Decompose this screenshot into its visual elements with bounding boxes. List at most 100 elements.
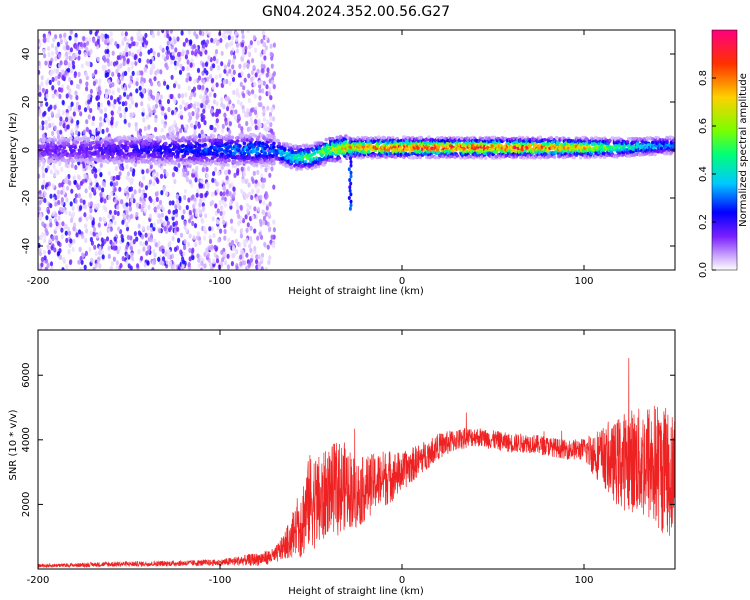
heatmap-cell <box>129 112 133 118</box>
heatmap-cell <box>223 68 227 74</box>
heatmap-cell <box>53 138 58 142</box>
heatmap-cell <box>300 156 305 160</box>
heatmap-cell <box>255 146 260 151</box>
heatmap-cell <box>67 104 71 111</box>
heatmap-cell <box>240 71 244 77</box>
heatmap-cell <box>99 172 103 178</box>
heatmap-cell <box>58 161 62 167</box>
heatmap-cell <box>237 92 241 99</box>
heatmap-cell <box>250 253 254 259</box>
heatmap-cell <box>249 116 253 123</box>
heatmap-cell <box>72 226 76 232</box>
heatmap-cell <box>184 125 188 131</box>
heatmap-cell <box>263 151 267 156</box>
heatmap-cell <box>122 202 126 208</box>
heatmap-cell <box>95 205 99 211</box>
heatmap-cell <box>111 50 115 56</box>
heatmap-cell <box>205 30 209 35</box>
heatmap-cell <box>139 240 143 246</box>
heatmap-cell <box>48 79 52 85</box>
heatmap-cell <box>60 227 64 233</box>
heatmap-cell <box>250 137 254 142</box>
heatmap-cell <box>204 49 208 55</box>
heatmap-cell <box>115 68 119 75</box>
heatmap-cell <box>215 161 219 166</box>
heatmap-cell <box>49 203 53 209</box>
heatmap-cell <box>149 59 153 65</box>
heatmap-cell <box>105 117 109 123</box>
heatmap-cell <box>193 91 197 98</box>
heatmap-cell <box>265 205 269 211</box>
heatmap-cell <box>121 219 125 225</box>
heatmap-cell <box>197 257 201 263</box>
heatmap-cell <box>177 162 181 168</box>
heatmap-cell <box>83 173 87 179</box>
heatmap-cell <box>58 254 63 260</box>
heatmap-cell <box>144 32 148 39</box>
heatmap-cell <box>191 172 195 178</box>
heatmap-cell <box>123 118 127 124</box>
heatmap-cell <box>182 172 186 178</box>
heatmap-cell <box>218 73 222 79</box>
heatmap-cell <box>216 208 220 214</box>
heatmap-cell <box>271 116 276 122</box>
heatmap-cell <box>235 249 239 255</box>
heatmap-cell <box>138 57 142 64</box>
heatmap-cell <box>38 162 41 168</box>
heatmap-cell <box>251 178 255 184</box>
heatmap-cell <box>80 63 84 69</box>
heatmap-cell <box>146 245 150 251</box>
heatmap-cell <box>184 92 188 98</box>
heatmap-cell <box>72 111 76 117</box>
heatmap-cell <box>140 101 144 107</box>
heatmap-cell <box>59 60 63 66</box>
heatmap-cell <box>103 198 107 204</box>
heatmap-cell <box>310 166 314 171</box>
heatmap-cell <box>153 76 157 82</box>
heatmap-cell <box>220 97 224 103</box>
heatmap-cell <box>212 63 216 69</box>
heatmap-cell <box>46 244 50 250</box>
heatmap-cell <box>45 230 49 236</box>
heatmap-cell <box>38 84 42 90</box>
heatmap-cell <box>158 199 163 206</box>
heatmap-cell <box>43 37 47 44</box>
heatmap-cell <box>263 55 267 61</box>
heatmap-cell <box>196 231 200 237</box>
heatmap-cell <box>225 189 229 195</box>
heatmap-cell <box>156 68 160 74</box>
heatmap-cell <box>264 194 268 200</box>
heatmap-cell <box>245 227 249 233</box>
heatmap-cell <box>232 159 237 163</box>
heatmap-cell <box>202 235 207 241</box>
heatmap-cell <box>241 34 245 40</box>
heatmap-cell <box>40 81 44 87</box>
heatmap-cell <box>247 73 251 79</box>
heatmap-cell <box>169 225 173 231</box>
heatmap-cell <box>47 249 51 255</box>
heatmap-cell <box>129 186 134 192</box>
heatmap-cell <box>203 138 207 143</box>
heatmap-cell <box>125 194 129 200</box>
heatmap-cell <box>192 208 196 214</box>
heatmap-cell <box>230 239 235 246</box>
heatmap-cell <box>238 63 242 69</box>
heatmap-cell <box>248 243 252 249</box>
heatmap-cell <box>214 111 218 118</box>
heatmap-cell <box>151 267 155 270</box>
heatmap-cell <box>51 122 55 128</box>
heatmap-cell <box>233 228 237 234</box>
heatmap-cell <box>123 87 127 93</box>
heatmap-cell <box>89 208 93 214</box>
heatmap-cell <box>202 225 206 231</box>
heatmap-cell <box>79 198 83 204</box>
heatmap-cell <box>152 181 156 187</box>
heatmap-cell <box>140 76 144 82</box>
heatmap-cell <box>190 122 194 128</box>
heatmap-cell <box>272 145 276 149</box>
heatmap-cell <box>105 127 109 133</box>
heatmap-cell <box>459 136 464 141</box>
heatmap-cell <box>208 234 212 241</box>
heatmap-cell <box>70 163 74 169</box>
heatmap-cell <box>68 115 72 122</box>
